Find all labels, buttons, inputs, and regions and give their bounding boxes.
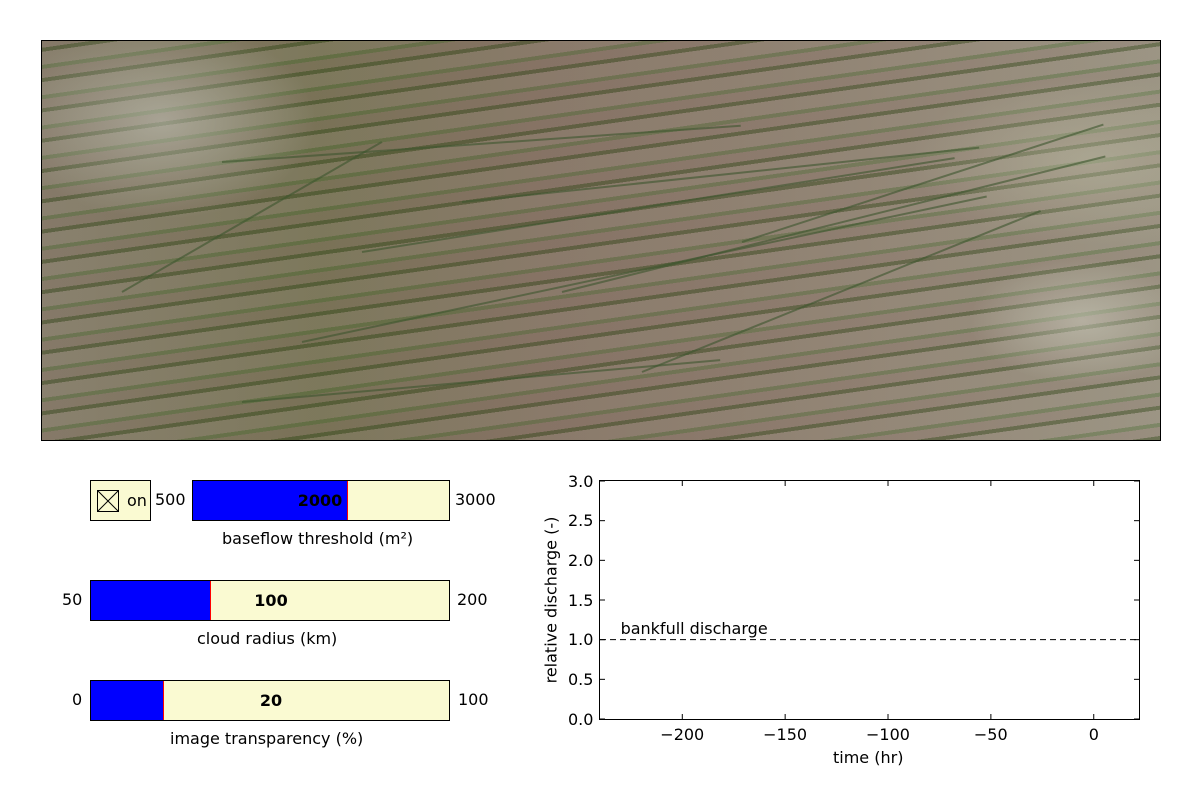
slider-fill bbox=[91, 581, 211, 620]
y-tick-label: 0.0 bbox=[568, 709, 594, 729]
baseflow-max-label: 3000 bbox=[455, 490, 496, 509]
image-transparency-label: image transparency (%) bbox=[170, 729, 364, 748]
cloud-min-label: 50 bbox=[62, 590, 83, 609]
checkbox-label: on bbox=[127, 491, 147, 510]
cloud-max-label: 200 bbox=[457, 590, 488, 609]
checkbox-widget[interactable]: on bbox=[90, 480, 151, 521]
discharge-plot-area bbox=[600, 480, 1139, 720]
slider-value: 20 bbox=[259, 691, 283, 710]
terrain-channel bbox=[361, 157, 955, 253]
x-tick-label: −100 bbox=[866, 725, 910, 744]
slider-value: 100 bbox=[254, 591, 288, 610]
image-transparency-slider[interactable]: 20 bbox=[90, 680, 450, 721]
terrain-channel bbox=[121, 141, 383, 293]
baseflow-threshold-label: baseflow threshold (m²) bbox=[222, 529, 414, 548]
y-tick-label: 2.0 bbox=[568, 550, 594, 570]
cloud-radius-slider[interactable]: 100 bbox=[90, 580, 450, 621]
y-tick-label: 0.5 bbox=[568, 669, 594, 689]
checkbox-checked-icon[interactable] bbox=[97, 490, 119, 512]
x-tick-label: 0 bbox=[1088, 725, 1099, 744]
x-tick-label: −200 bbox=[660, 725, 705, 744]
y-tick-label: 1.5 bbox=[568, 590, 594, 610]
baseflow-threshold-slider[interactable]: 2000 bbox=[192, 480, 450, 521]
x-tick-label: −50 bbox=[973, 725, 1008, 744]
y-tick-label: 2.5 bbox=[568, 511, 594, 531]
discharge-chart bbox=[599, 480, 1140, 720]
transparency-min-label: 0 bbox=[72, 690, 83, 709]
baseflow-min-label: 500 bbox=[155, 490, 186, 509]
terrain-channel bbox=[241, 359, 721, 403]
terrain-image bbox=[41, 40, 1161, 441]
y-axis-label: relative discharge (-) bbox=[541, 516, 561, 684]
x-axis-label: time (hr) bbox=[833, 748, 904, 767]
x-tick-label: −150 bbox=[763, 725, 808, 744]
slider-fill bbox=[193, 481, 348, 520]
cloud-radius-label: cloud radius (km) bbox=[197, 629, 338, 648]
slider-value: 2000 bbox=[297, 491, 343, 510]
y-tick-label: 3.0 bbox=[568, 471, 594, 491]
transparency-max-label: 100 bbox=[458, 690, 489, 709]
terrain-channel bbox=[221, 124, 741, 163]
terrain-channel bbox=[641, 209, 1042, 373]
slider-fill bbox=[91, 681, 164, 720]
y-tick-label: 1.0 bbox=[568, 630, 594, 650]
